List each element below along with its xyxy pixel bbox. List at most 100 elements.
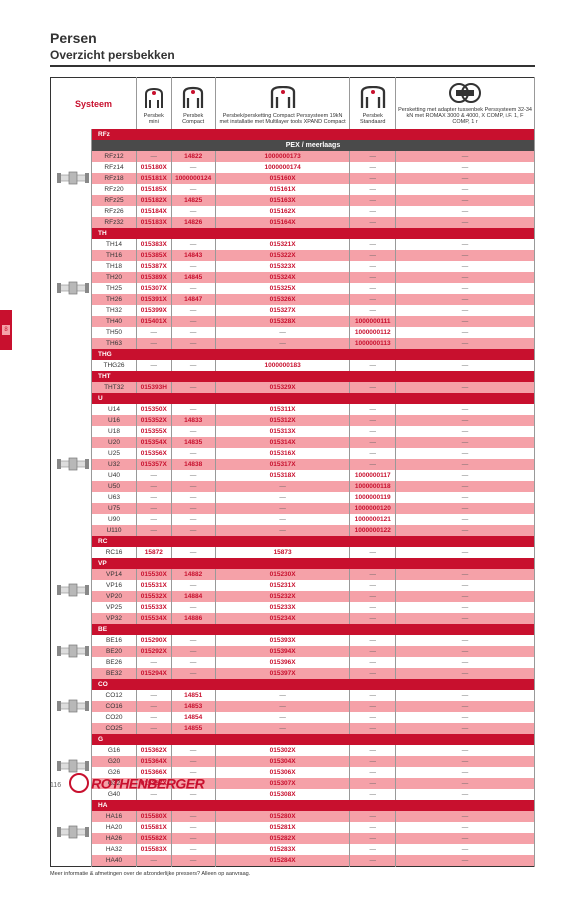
value-cell: 015530X [137, 569, 172, 580]
value-cell: 015162X [215, 206, 350, 217]
size-cell: TH50 [92, 327, 137, 338]
value-cell: — [396, 822, 535, 833]
category-row-BE: BE [51, 624, 535, 635]
category-row-THT: THT [51, 371, 535, 382]
value-cell: 1000000122 [350, 525, 396, 536]
value-cell: — [215, 525, 350, 536]
value-cell: — [171, 756, 215, 767]
value-cell: — [396, 712, 535, 723]
value-cell: — [350, 272, 396, 283]
value-cell: 1000000117 [350, 470, 396, 481]
value-cell: — [396, 503, 535, 514]
value-cell: 015394X [215, 646, 350, 657]
value-cell: 015184X [137, 206, 172, 217]
data-row: VP14015530X14882015230X—— [51, 569, 535, 580]
value-cell: — [171, 580, 215, 591]
value-cell: — [396, 272, 535, 283]
size-cell: THT32 [92, 382, 137, 393]
category-row-CO: CO [51, 679, 535, 690]
value-cell: — [396, 206, 535, 217]
value-cell: 015318X [215, 470, 350, 481]
value-cell: 14826 [171, 217, 215, 228]
size-cell: U90 [92, 514, 137, 525]
value-cell: — [350, 294, 396, 305]
category-row-VP: VP [51, 558, 535, 569]
data-row: VP20015532X14884015232X—— [51, 591, 535, 602]
cat-label-TH: TH [92, 228, 535, 239]
value-cell: 015233X [215, 602, 350, 613]
data-row: CO16—14853——— [51, 701, 535, 712]
cat-label-VP: VP [92, 558, 535, 569]
size-cell: RFz32 [92, 217, 137, 228]
value-cell: 015328X [215, 316, 350, 327]
data-row: U14015350X—015311X—— [51, 404, 535, 415]
cat-label-THG: THG [92, 349, 535, 360]
value-cell: — [396, 448, 535, 459]
footer: 116 ROTHENBERGER [50, 775, 204, 795]
value-cell: — [350, 195, 396, 206]
value-cell: — [171, 327, 215, 338]
data-row: TH63———1000000113— [51, 338, 535, 349]
value-cell: 015230X [215, 569, 350, 580]
size-cell: BE16 [92, 635, 137, 646]
brand-logo: ROTHENBERGER [69, 775, 204, 795]
data-row: RFz26015184X—015162X—— [51, 206, 535, 217]
category-row-TH: TH [51, 228, 535, 239]
table-body: RFzPEX / meerlaagsRFz12—148221000000173—… [51, 129, 535, 866]
value-cell: 015580X [137, 811, 172, 822]
value-cell: — [350, 602, 396, 613]
value-cell: 015164X [215, 217, 350, 228]
value-cell: — [171, 261, 215, 272]
cat-label-HA: HA [92, 800, 535, 811]
value-cell: — [350, 811, 396, 822]
size-cell: U75 [92, 503, 137, 514]
value-cell: 14853 [171, 701, 215, 712]
value-cell: — [396, 360, 535, 371]
value-cell: 015534X [137, 613, 172, 624]
section-label: PEX / meerlaags [92, 140, 535, 151]
value-cell: — [171, 305, 215, 316]
value-cell: 015290X [137, 635, 172, 646]
sys-img-VP [51, 558, 92, 624]
value-cell: 015329X [215, 382, 350, 393]
value-cell: 015399X [137, 305, 172, 316]
size-cell: CO16 [92, 701, 137, 712]
value-cell: — [396, 162, 535, 173]
value-cell: — [350, 701, 396, 712]
size-cell: CO12 [92, 690, 137, 701]
value-cell: — [350, 382, 396, 393]
value-cell: — [350, 723, 396, 734]
size-cell: BE26 [92, 657, 137, 668]
data-row: RFz20015185X—015161X—— [51, 184, 535, 195]
value-cell: — [215, 338, 350, 349]
value-cell: 015163X [215, 195, 350, 206]
value-cell: 14854 [171, 712, 215, 723]
value-cell: 015283X [215, 844, 350, 855]
value-cell: — [350, 360, 396, 371]
value-cell: — [171, 657, 215, 668]
value-cell: — [350, 580, 396, 591]
size-cell: BE20 [92, 646, 137, 657]
value-cell: 015383X [137, 239, 172, 250]
value-cell: — [396, 767, 535, 778]
value-cell: — [396, 283, 535, 294]
value-cell: 015583X [137, 844, 172, 855]
value-cell: 15873 [215, 547, 350, 558]
size-cell: THG26 [92, 360, 137, 371]
value-cell: 015182X [137, 195, 172, 206]
size-cell: U40 [92, 470, 137, 481]
value-cell: — [350, 657, 396, 668]
value-cell: — [396, 690, 535, 701]
value-cell: — [171, 855, 215, 866]
data-row: U63———1000000119— [51, 492, 535, 503]
value-cell: — [396, 591, 535, 602]
value-cell: — [350, 437, 396, 448]
value-cell: — [350, 668, 396, 679]
value-cell: — [137, 338, 172, 349]
value-cell: — [215, 712, 350, 723]
data-row: BE26——015396X—— [51, 657, 535, 668]
value-cell: — [171, 239, 215, 250]
value-cell: 015355X [137, 426, 172, 437]
value-cell: 015308X [215, 789, 350, 800]
value-cell: 015302X [215, 745, 350, 756]
